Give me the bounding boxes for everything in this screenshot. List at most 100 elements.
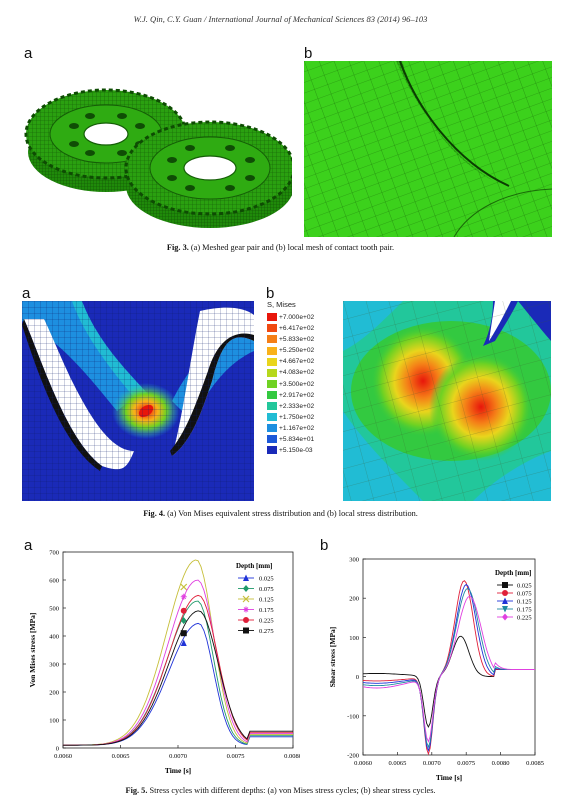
legend-row: +5.833e+02	[267, 334, 314, 345]
von-mises-contour-image	[22, 301, 254, 501]
legend-row: +4.667e+02	[267, 356, 314, 367]
y-axis-label: Von Mises stress [MPa]	[28, 613, 37, 688]
legend-value: +2.333e+02	[279, 402, 315, 410]
legend-label: 0.175	[259, 607, 274, 614]
legend-label: 0.225	[517, 615, 532, 622]
y-tick-label: 100	[49, 718, 59, 725]
legend-value: +1.750e+02	[279, 413, 315, 421]
legend-label: 0.225	[259, 618, 274, 625]
legend-value: +4.083e+02	[279, 369, 315, 377]
legend-swatch	[267, 402, 277, 410]
legend-marker	[502, 582, 508, 588]
x-tick-label: 0.0080	[492, 760, 510, 767]
legend-swatch	[267, 379, 277, 388]
plot-frame	[362, 558, 536, 756]
legend-swatch	[267, 357, 277, 366]
legend-row: +2.917e+02	[267, 390, 314, 401]
series-marker	[180, 617, 187, 625]
y-tick-label: -200	[347, 753, 359, 760]
y-tick-label: 0	[356, 674, 359, 681]
legend-label: 0.075	[259, 586, 274, 593]
legend-swatch	[267, 424, 277, 433]
series-marker	[180, 630, 187, 637]
fig3-caption: Fig. 3. (a) Meshed gear pair and (b) loc…	[0, 243, 561, 252]
fig4-caption: Fig. 4. (a) Von Mises equivalent stress …	[0, 509, 561, 518]
legend-value: +5.150e-03	[279, 447, 313, 455]
fig5-panel-a-label: a	[24, 537, 33, 554]
stress-legend-title: S, Mises	[267, 300, 296, 309]
x-tick-label: 0.0065	[388, 760, 406, 767]
running-head: W.J. Qin, C.Y. Guan / International Jour…	[133, 14, 428, 24]
fig3-caption-label: Fig. 3.	[166, 243, 189, 252]
x-tick-label: 0.0070	[169, 753, 187, 760]
legend-label: 0.025	[517, 583, 532, 590]
legend-marker	[243, 574, 249, 581]
legend-marker	[243, 617, 249, 623]
series-line	[362, 587, 535, 749]
series-line	[63, 610, 293, 746]
y-tick-label: 300	[349, 557, 359, 564]
legend-value: +2.917e+02	[279, 391, 315, 399]
legend-value: +4.667e+02	[279, 358, 315, 366]
legend-swatch	[267, 368, 277, 377]
legend-row: +1.167e+02	[267, 423, 314, 434]
series-marker	[180, 583, 188, 591]
legend-title: Depth [mm]	[236, 562, 272, 570]
legend-value: +3.500e+02	[279, 380, 315, 388]
fig4-panel-b-label: b	[266, 285, 275, 302]
legend-value: +5.250e+02	[279, 347, 315, 355]
legend-marker	[502, 613, 508, 621]
legend-row: +2.333e+02	[267, 401, 314, 412]
legend-label: 0.125	[259, 597, 274, 604]
gear-2	[124, 120, 292, 228]
legend-swatch	[267, 346, 277, 355]
y-tick-label: 500	[49, 606, 59, 613]
meshed-gear-pair-image	[24, 88, 292, 228]
legend-value: +5.834e+01	[279, 436, 315, 444]
legend-label: 0.075	[517, 591, 532, 598]
legend-marker	[243, 627, 249, 634]
shear-stress-chart: -200 -100 0 100 200 300 0.0060 0.0065 0.0070 0.00…	[328, 557, 544, 783]
fig4-caption-text: (a) Von Mises equivalent stress distribu…	[165, 509, 418, 518]
x-tick-label: 0.0065	[112, 753, 130, 760]
x-tick-label: 0.0075	[227, 753, 245, 760]
fig5-panel-b-label: b	[320, 537, 329, 554]
local-stress-contour-image	[343, 301, 551, 501]
legend-marker	[502, 590, 508, 596]
legend-marker	[243, 585, 249, 592]
fig5-caption-label: Fig. 5.	[125, 786, 148, 795]
y-tick-label: 700	[49, 550, 59, 557]
y-tick-label: 0	[56, 746, 59, 753]
fig3-panel-a-label: a	[24, 45, 33, 62]
legend-swatch	[267, 335, 277, 344]
y-tick-label: 600	[49, 578, 59, 585]
series-marker	[180, 593, 187, 600]
series-line	[63, 579, 293, 746]
x-tick-label: 0.0085	[526, 760, 544, 767]
legend-label: 0.175	[517, 607, 532, 614]
legend-swatch	[267, 324, 277, 333]
y-tick-label: 100	[349, 635, 359, 642]
legend-value: +1.167e+02	[279, 424, 315, 432]
fig4-panel-a-label: a	[22, 285, 31, 302]
legend-swatch	[267, 390, 277, 399]
legend-value: +6.417e+02	[279, 325, 315, 333]
legend-value: +7.000e+02	[279, 314, 315, 321]
legend-swatch	[267, 313, 277, 322]
series-line	[63, 622, 293, 746]
series-line	[362, 595, 535, 743]
legend-title: Depth [mm]	[495, 569, 531, 577]
fig3-panel-b-label: b	[304, 45, 313, 62]
von-mises-stress-chart: 0 100 200 300 400 500 600 700 0.0060 0.0065 0.0070…	[28, 550, 300, 776]
y-tick-label: 200	[49, 690, 59, 697]
y-axis-label: Shear stress [MPa]	[328, 627, 337, 688]
gear-1	[24, 88, 188, 192]
legend-marker	[242, 595, 250, 603]
series-marker	[180, 639, 187, 646]
legend-marker	[243, 606, 249, 613]
series-marker	[180, 607, 187, 614]
fig5-caption-text: Stress cycles with different depths: (a)…	[147, 786, 436, 795]
fig4-caption-label: Fig. 4.	[143, 509, 166, 518]
legend-label: 0.275	[259, 628, 274, 635]
series-line	[362, 580, 535, 756]
